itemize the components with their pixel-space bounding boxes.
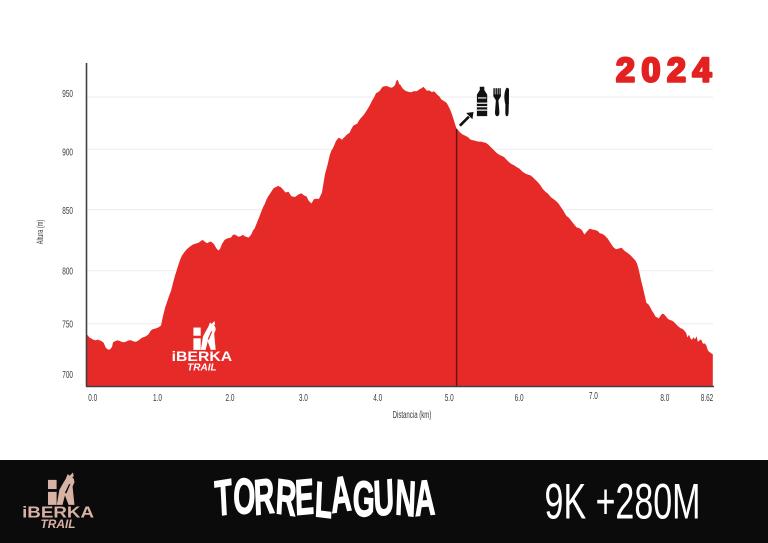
svg-text:4.0: 4.0 xyxy=(373,391,382,403)
svg-text:700: 700 xyxy=(62,369,73,381)
svg-text:950: 950 xyxy=(62,88,73,100)
svg-text:9K +280M: 9K +280M xyxy=(545,474,701,530)
svg-text:6.0: 6.0 xyxy=(515,391,524,403)
svg-text:2.0: 2.0 xyxy=(226,391,235,403)
svg-text:7.0: 7.0 xyxy=(589,389,598,401)
svg-text:2024: 2024 xyxy=(616,52,718,90)
svg-text:1.0: 1.0 xyxy=(153,391,162,403)
svg-text:Altura (m): Altura (m) xyxy=(35,219,46,244)
svg-text:0.0: 0.0 xyxy=(88,391,97,403)
svg-text:750: 750 xyxy=(62,318,73,330)
svg-text:900: 900 xyxy=(62,146,73,158)
svg-text:8.0: 8.0 xyxy=(660,391,669,403)
svg-text:3.0: 3.0 xyxy=(299,391,308,403)
svg-text:TORRELAGUNA: TORRELAGUNA xyxy=(212,466,436,528)
svg-text:850: 850 xyxy=(62,204,73,216)
svg-text:800: 800 xyxy=(62,265,73,277)
svg-text:8.62: 8.62 xyxy=(701,391,714,403)
svg-text:5.0: 5.0 xyxy=(445,391,454,403)
svg-text:Distancia (km): Distancia (km) xyxy=(393,410,432,421)
